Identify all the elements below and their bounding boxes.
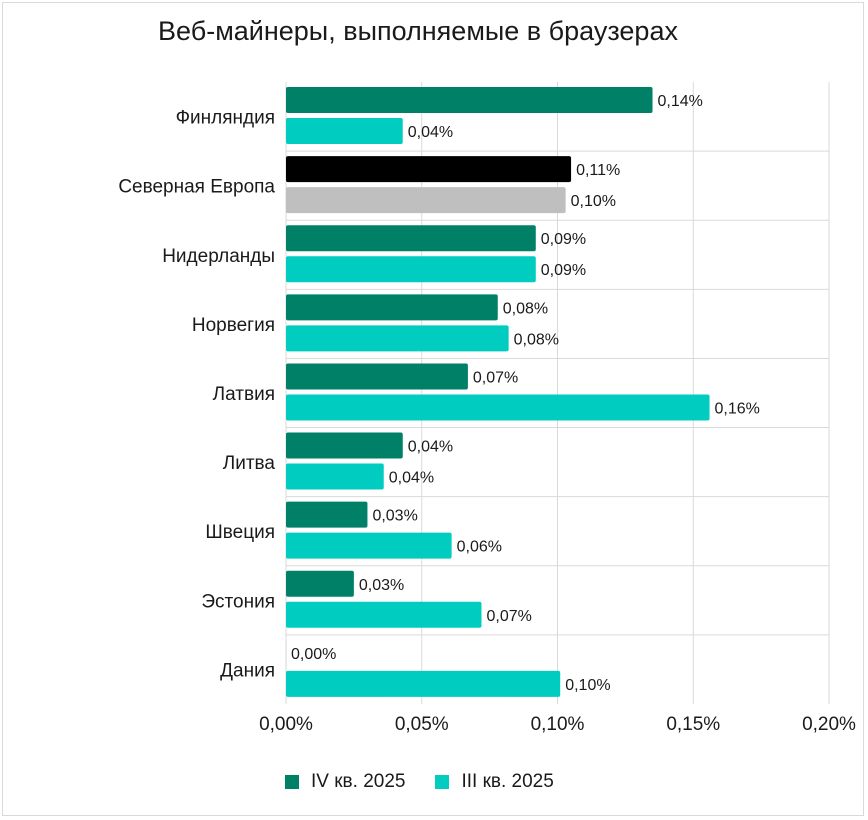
bar (286, 294, 498, 321)
category-label: Литва (223, 453, 276, 474)
category-label: Финляндия (176, 108, 275, 129)
legend-swatch-q4 (285, 775, 299, 789)
category-label: Норвегия (192, 315, 275, 336)
data-label: 0,03% (359, 577, 404, 594)
bar (286, 432, 403, 459)
bar (286, 256, 536, 283)
legend-label-q4: IV кв. 2025 (311, 771, 406, 792)
data-label: 0,14% (658, 93, 703, 110)
data-label: 0,04% (389, 470, 434, 487)
data-label: 0,10% (571, 193, 616, 210)
bar (286, 225, 536, 252)
data-label: 0,04% (408, 124, 453, 141)
bar (286, 325, 509, 352)
bar (286, 87, 653, 113)
data-label: 0,08% (514, 331, 559, 348)
data-label: 0,16% (715, 400, 760, 417)
bar (286, 532, 452, 559)
data-label: 0,09% (541, 231, 586, 248)
x-tick-label: 0,10% (531, 714, 585, 735)
data-label: 0,04% (408, 439, 453, 456)
data-label: 0,10% (565, 677, 610, 694)
bar (286, 187, 566, 214)
bar (286, 601, 482, 628)
legend-label-q3: III кв. 2025 (461, 771, 554, 792)
bar (286, 394, 710, 421)
data-label: 0,03% (372, 508, 417, 525)
data-label: 0,08% (503, 300, 548, 317)
data-label: 0,09% (541, 262, 586, 279)
chart-title: Веб-майнеры, выполняемые в браузерах (158, 16, 678, 46)
data-label: 0,07% (486, 608, 531, 625)
bar (286, 463, 384, 490)
category-label: Швеция (205, 522, 275, 543)
x-tick-label: 0,20% (802, 714, 856, 735)
category-label: Северная Европа (118, 177, 275, 198)
grid-lines (285, 82, 830, 704)
category-label: Эстония (201, 591, 275, 612)
category-label: Нидерланды (162, 246, 275, 267)
bar (286, 118, 403, 144)
data-label: 0,11% (576, 162, 620, 179)
bar (286, 639, 287, 666)
x-tick-label: 0,05% (395, 714, 449, 735)
x-tick-label: 0,15% (666, 714, 720, 735)
bar (286, 156, 572, 183)
bar (286, 501, 368, 528)
x-tick-label: 0,00% (259, 714, 313, 735)
category-label: Латвия (213, 384, 275, 405)
data-label: 0,06% (457, 539, 502, 556)
legend: IV кв. 2025 III кв. 2025 (285, 771, 554, 793)
category-label: Дания (220, 660, 275, 681)
legend-swatch-q3 (435, 775, 450, 789)
bar (286, 670, 561, 697)
legend-item-q4: IV кв. 2025 (285, 771, 405, 793)
bars (286, 87, 710, 697)
data-label: 0,00% (291, 646, 336, 663)
legend-item-q3: III кв. 2025 (435, 771, 554, 793)
labels: 0,00% 0,05% 0,10% 0,15% 0,20% Финляндия 0,14% 0… (118, 93, 856, 735)
bar (286, 570, 354, 597)
bar (286, 363, 468, 390)
data-label: 0,07% (473, 369, 518, 386)
